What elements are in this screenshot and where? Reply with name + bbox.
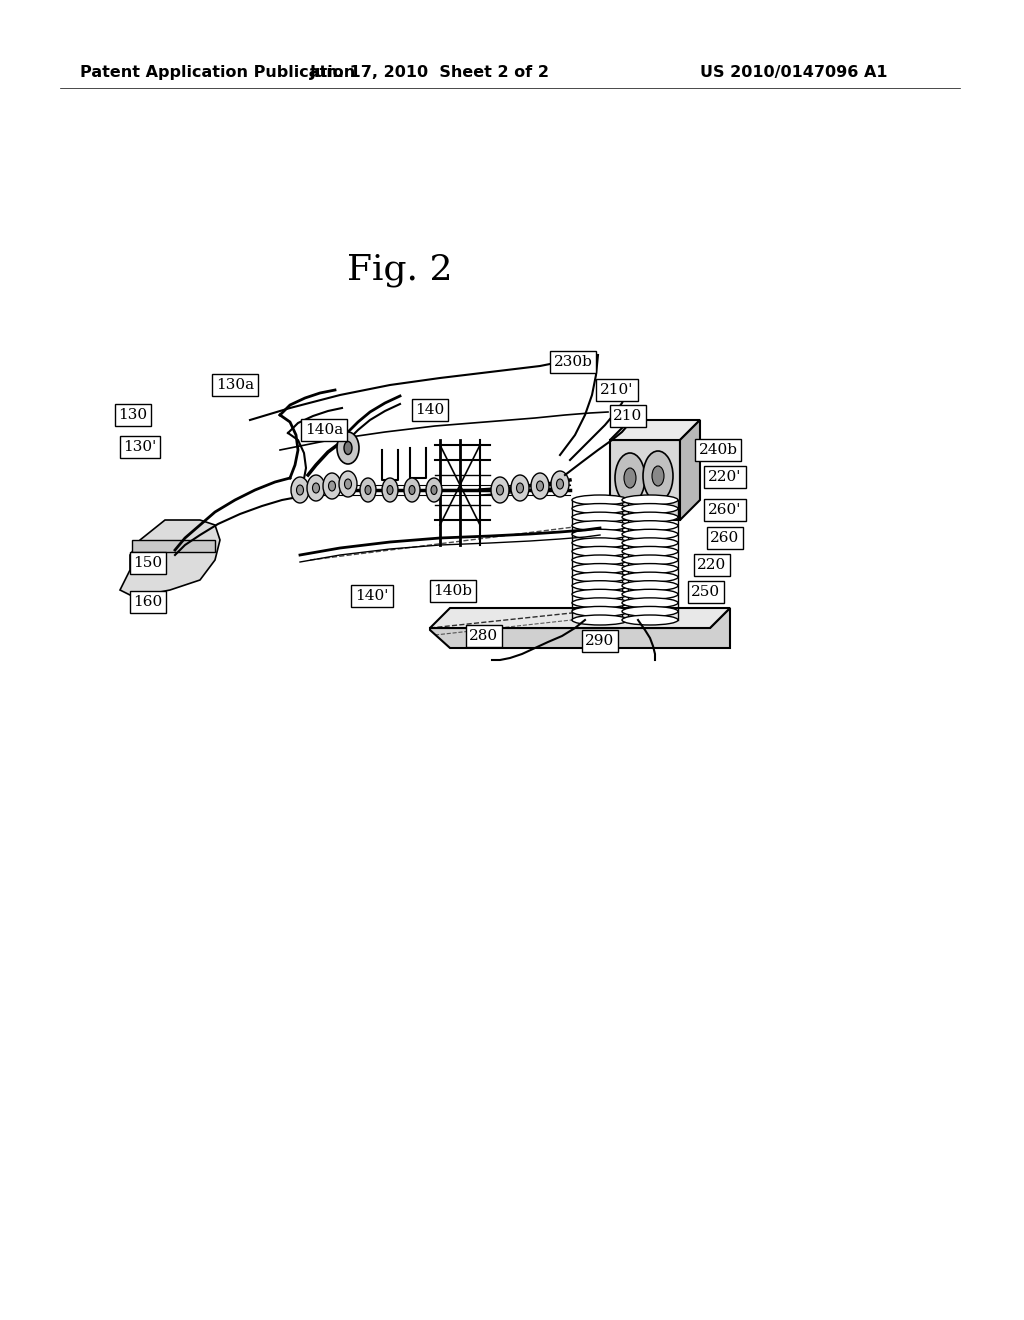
Ellipse shape	[537, 480, 544, 491]
Ellipse shape	[622, 503, 678, 513]
Ellipse shape	[312, 483, 319, 492]
Polygon shape	[680, 420, 700, 520]
Ellipse shape	[572, 615, 628, 624]
Ellipse shape	[615, 453, 645, 503]
Ellipse shape	[409, 486, 415, 495]
Text: 130': 130'	[123, 440, 157, 454]
Text: 140': 140'	[355, 589, 389, 603]
Ellipse shape	[622, 598, 678, 607]
Text: 260': 260'	[709, 503, 741, 517]
Ellipse shape	[622, 546, 678, 557]
Ellipse shape	[622, 606, 678, 616]
Polygon shape	[610, 420, 700, 440]
Ellipse shape	[622, 537, 678, 548]
Ellipse shape	[652, 466, 664, 486]
Text: 140a: 140a	[305, 422, 343, 437]
Ellipse shape	[511, 475, 529, 502]
Ellipse shape	[531, 473, 549, 499]
Text: 210': 210'	[600, 383, 634, 397]
Ellipse shape	[291, 477, 309, 503]
Ellipse shape	[329, 480, 336, 491]
Ellipse shape	[622, 512, 678, 523]
Text: 240b: 240b	[698, 444, 737, 457]
Ellipse shape	[339, 471, 357, 498]
Ellipse shape	[622, 564, 678, 574]
Text: 140: 140	[416, 403, 444, 417]
Ellipse shape	[404, 478, 420, 502]
Text: 280: 280	[469, 630, 499, 643]
Ellipse shape	[426, 478, 442, 502]
Text: Patent Application Publication: Patent Application Publication	[80, 65, 355, 79]
Ellipse shape	[572, 529, 628, 540]
Ellipse shape	[365, 486, 371, 495]
Ellipse shape	[360, 478, 376, 502]
Ellipse shape	[572, 606, 628, 616]
Ellipse shape	[624, 469, 636, 488]
Polygon shape	[610, 440, 680, 520]
Text: Jun. 17, 2010  Sheet 2 of 2: Jun. 17, 2010 Sheet 2 of 2	[310, 65, 550, 79]
Ellipse shape	[622, 520, 678, 531]
Ellipse shape	[307, 475, 325, 502]
Ellipse shape	[344, 441, 352, 454]
Ellipse shape	[622, 529, 678, 540]
Ellipse shape	[516, 483, 523, 492]
Ellipse shape	[572, 589, 628, 599]
Polygon shape	[430, 609, 730, 648]
Ellipse shape	[497, 484, 504, 495]
Ellipse shape	[572, 495, 628, 506]
Ellipse shape	[572, 537, 628, 548]
Ellipse shape	[622, 581, 678, 591]
Text: 220: 220	[697, 558, 727, 572]
Ellipse shape	[551, 471, 569, 498]
Ellipse shape	[572, 598, 628, 607]
Polygon shape	[132, 540, 215, 552]
Polygon shape	[120, 520, 220, 595]
Text: 220': 220'	[709, 470, 741, 484]
Ellipse shape	[572, 503, 628, 513]
Ellipse shape	[431, 486, 437, 495]
Polygon shape	[430, 609, 730, 628]
Text: 150: 150	[133, 556, 163, 570]
Text: 210: 210	[613, 409, 643, 422]
Ellipse shape	[387, 486, 393, 495]
Ellipse shape	[323, 473, 341, 499]
Text: 290: 290	[586, 634, 614, 648]
Ellipse shape	[622, 572, 678, 582]
Ellipse shape	[490, 477, 509, 503]
Ellipse shape	[572, 520, 628, 531]
Text: 130a: 130a	[216, 378, 254, 392]
Ellipse shape	[337, 432, 359, 465]
Text: 140b: 140b	[433, 583, 472, 598]
Ellipse shape	[572, 564, 628, 574]
Text: 250: 250	[691, 585, 721, 599]
Ellipse shape	[622, 589, 678, 599]
Text: 160: 160	[133, 595, 163, 609]
Text: 130: 130	[119, 408, 147, 422]
Ellipse shape	[297, 484, 303, 495]
Text: 230b: 230b	[554, 355, 593, 370]
Ellipse shape	[572, 581, 628, 591]
Ellipse shape	[382, 478, 398, 502]
Ellipse shape	[572, 546, 628, 557]
Ellipse shape	[556, 479, 563, 488]
Text: US 2010/0147096 A1: US 2010/0147096 A1	[700, 65, 888, 79]
Text: Fig. 2: Fig. 2	[347, 253, 453, 286]
Ellipse shape	[643, 451, 673, 502]
Ellipse shape	[622, 495, 678, 506]
Ellipse shape	[344, 479, 351, 488]
Ellipse shape	[622, 554, 678, 565]
Text: 260: 260	[711, 531, 739, 545]
Ellipse shape	[572, 512, 628, 523]
Ellipse shape	[572, 572, 628, 582]
Ellipse shape	[622, 615, 678, 624]
Ellipse shape	[572, 554, 628, 565]
